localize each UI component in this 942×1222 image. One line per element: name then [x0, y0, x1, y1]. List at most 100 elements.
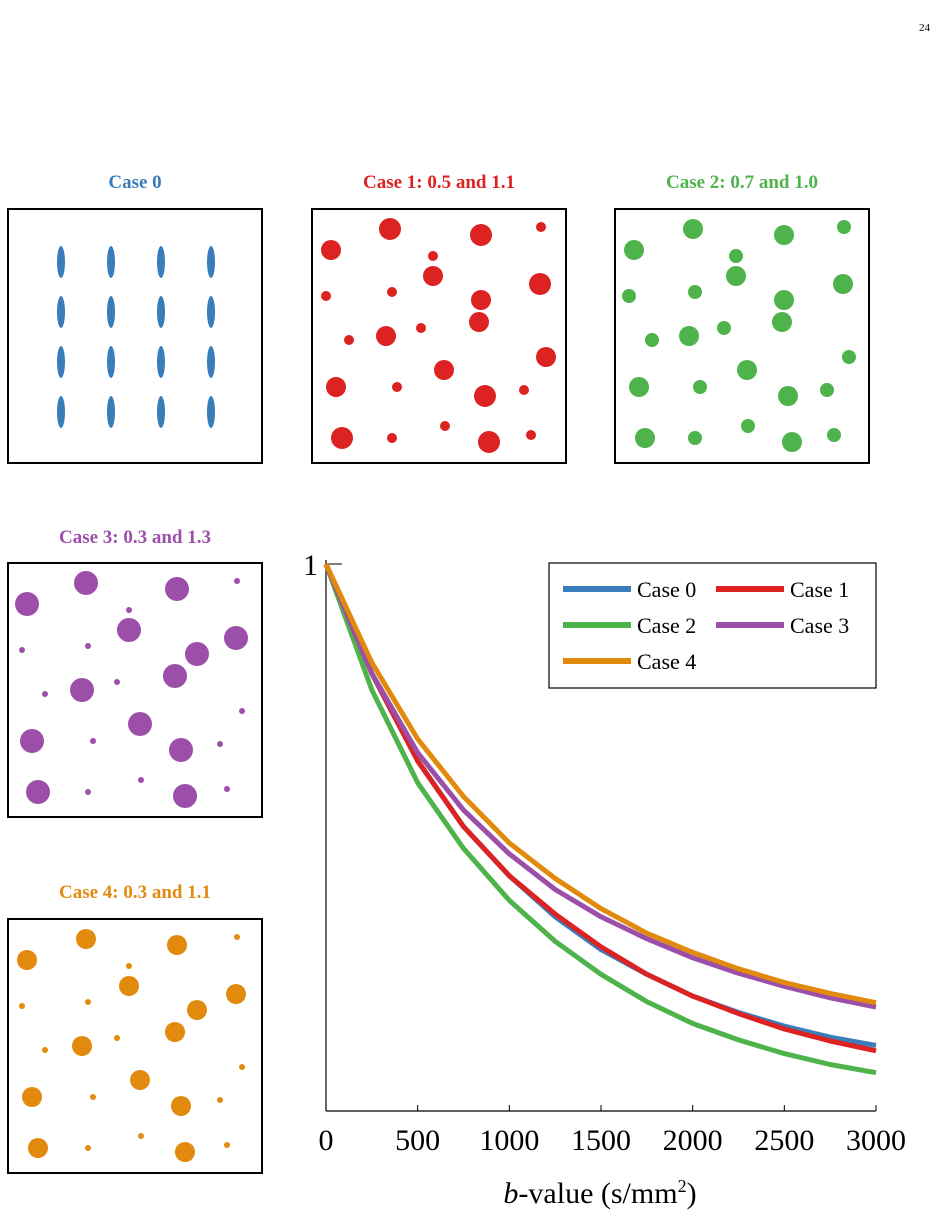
case-2-particles [622, 219, 856, 452]
case-4-particle [119, 976, 139, 996]
case-2-particle [772, 312, 792, 332]
y-tick-label: 1 [303, 549, 318, 582]
case-2-particle [645, 333, 659, 347]
case-4-particle [239, 1064, 245, 1070]
case-4-particle [138, 1133, 144, 1139]
case-1-particle [519, 385, 529, 395]
case-2-particle [729, 249, 743, 263]
case-1-particle [387, 433, 397, 443]
case-0-title: Case 0 [108, 172, 162, 193]
case-1-particle [321, 240, 341, 260]
case-3-particle [85, 643, 91, 649]
legend-label: Case 2 [637, 613, 696, 638]
case-4-particle [114, 1035, 120, 1041]
case-1-panel [311, 208, 567, 464]
case-0-particle [207, 396, 215, 428]
x-tick-label: 2000 [663, 1124, 723, 1157]
case-1-particle [536, 347, 556, 367]
case-2-particle [726, 266, 746, 286]
case-1-particle [392, 382, 402, 392]
case-0-particle [57, 246, 65, 278]
case-0-particle [57, 346, 65, 378]
legend-label: Case 4 [637, 649, 696, 674]
case-2-particle [837, 220, 851, 234]
x-tick-label: 0 [319, 1124, 334, 1157]
case-1-particle [478, 431, 500, 453]
case-2-panel [614, 208, 870, 464]
series-line-case-3 [323, 563, 877, 1010]
case-3-particle [85, 789, 91, 795]
case-2-particle [679, 326, 699, 346]
case-0-particle [157, 246, 165, 278]
case-1-title: Case 1: 0.5 and 1.1 [362, 172, 515, 193]
case-4-particle [226, 984, 246, 1004]
legend-label: Case 0 [637, 577, 696, 602]
case-4-panel [7, 918, 263, 1174]
case-3-particle [163, 664, 187, 688]
case-4-particle [85, 999, 91, 1005]
case-0-particle [157, 396, 165, 428]
case-1-particle [379, 218, 401, 240]
case-1-particle [376, 326, 396, 346]
case-3-particle [15, 592, 39, 616]
case-4-particle [85, 1145, 91, 1151]
case-1-particle [536, 222, 546, 232]
page-number: 24 [919, 22, 930, 34]
x-tick-label: 3000 [846, 1124, 906, 1157]
case-4-particle [165, 1022, 185, 1042]
case-1-particle [434, 360, 454, 380]
case-3-particle [173, 784, 197, 808]
case-2-title: Case 2: 0.7 and 1.0 [665, 172, 818, 193]
case-4-particle [224, 1142, 230, 1148]
case-0-particle [157, 296, 165, 328]
case-2-particle [820, 383, 834, 397]
case-3-particle [224, 626, 248, 650]
case-1-particles [321, 218, 556, 453]
case-3-particle [74, 571, 98, 595]
case-3-particle [19, 647, 25, 653]
case-4-particle [167, 935, 187, 955]
case-0-particle [207, 346, 215, 378]
case-2-particle [622, 289, 636, 303]
case-3-particle [114, 679, 120, 685]
case-2-particle [717, 321, 731, 335]
case-4-particle [19, 1003, 25, 1009]
case-1-particle [331, 427, 353, 449]
case-2-particle [842, 350, 856, 364]
case-4-particle [28, 1138, 48, 1158]
case-2-particle [635, 428, 655, 448]
x-tick-label: 2500 [754, 1124, 814, 1157]
case-2-particle [683, 219, 703, 239]
case-1-particle [470, 224, 492, 246]
legend-label: Case 1 [790, 577, 849, 602]
case-0-particle [57, 296, 65, 328]
case-4-particle [76, 929, 96, 949]
case-0-particle [207, 246, 215, 278]
case-1-particle [474, 385, 496, 407]
case-3-particle [42, 691, 48, 697]
case-1-particle [428, 251, 438, 261]
x-tick-label: 500 [395, 1124, 440, 1157]
case-2-particle [833, 274, 853, 294]
case-4-particle [217, 1097, 223, 1103]
case-3-particle [217, 741, 223, 747]
case-2-particle [688, 431, 702, 445]
case-0-particle [107, 346, 115, 378]
case-2-particle [774, 225, 794, 245]
case-1-particle [416, 323, 426, 333]
case-2-particle [688, 285, 702, 299]
case-0-particle [57, 396, 65, 428]
case-1-particle [387, 287, 397, 297]
case-3-particle [224, 786, 230, 792]
case-1-particle [423, 266, 443, 286]
case-4-title: Case 4: 0.3 and 1.1 [58, 882, 211, 903]
legend-label: Case 3 [790, 613, 849, 638]
case-2-particle [827, 428, 841, 442]
x-tick-label: 1500 [571, 1124, 631, 1157]
case-4-particle [90, 1094, 96, 1100]
case-3-particle [117, 618, 141, 642]
case-3-particle [165, 577, 189, 601]
case-3-particle [138, 777, 144, 783]
case-3-particle [26, 780, 50, 804]
x-tick-label: 1000 [479, 1124, 539, 1157]
